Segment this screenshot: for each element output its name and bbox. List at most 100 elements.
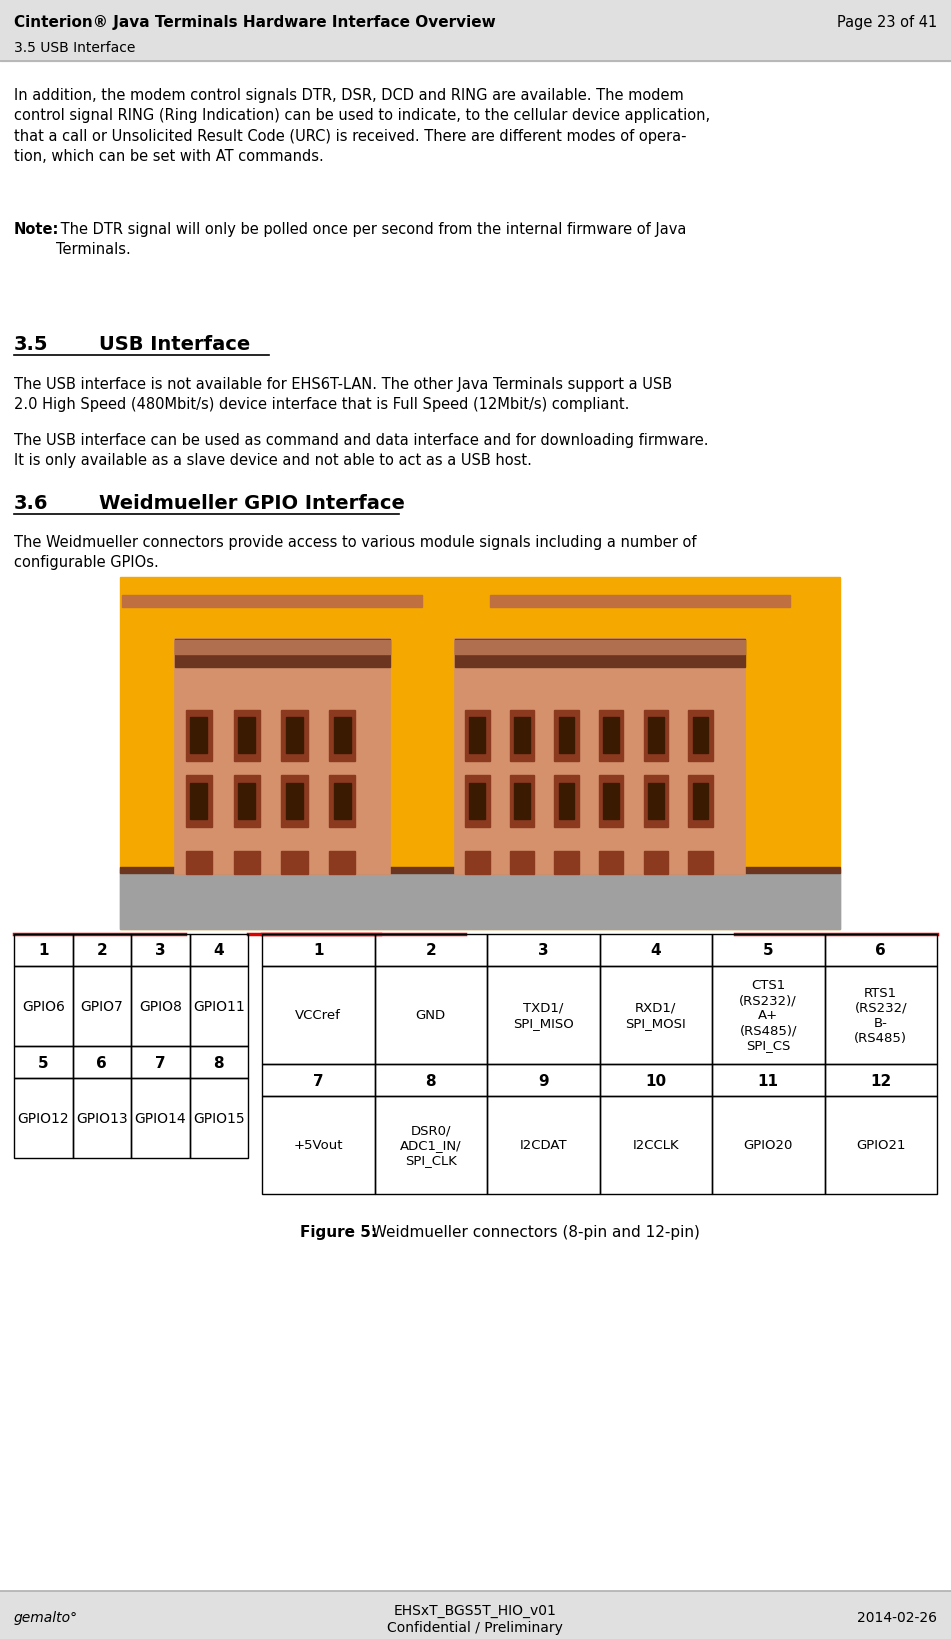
Text: Cinterion® Java Terminals Hardware Interface Overview: Cinterion® Java Terminals Hardware Inter… [14,15,495,30]
Text: 9: 9 [538,1074,549,1088]
Bar [14,967,72,1046]
Bar [329,851,356,875]
Bar [175,639,390,875]
Text: 3.6: 3.6 [14,493,49,513]
Text: 7: 7 [313,1074,323,1088]
Bar [189,1046,248,1078]
Bar [825,934,937,967]
Text: 2: 2 [425,942,437,957]
Bar [120,577,840,929]
Text: RXD1/
SPI_MOSI: RXD1/ SPI_MOSI [626,1001,686,1029]
Bar [599,710,624,762]
Bar [599,775,624,828]
Text: 7: 7 [155,1056,165,1070]
Text: GND: GND [416,1010,446,1021]
Text: The Weidmueller connectors provide access to various module signals including a : The Weidmueller connectors provide acces… [14,534,696,570]
Text: CTS1
(RS232)/
A+
(RS485)/
SPI_CS: CTS1 (RS232)/ A+ (RS485)/ SPI_CS [739,978,797,1052]
Text: DSR0/
ADC1_IN/
SPI_CLK: DSR0/ ADC1_IN/ SPI_CLK [400,1124,461,1167]
Bar [234,775,260,828]
Text: 2014-02-26: 2014-02-26 [857,1609,937,1624]
Bar [487,967,599,1064]
Bar [648,783,664,820]
Bar [487,1096,599,1195]
Bar [487,1064,599,1096]
Bar [131,1046,189,1078]
Bar [465,710,490,762]
Bar [185,710,212,762]
Bar [825,967,937,1064]
Bar [131,967,189,1046]
Bar [239,718,255,754]
Bar [72,967,131,1046]
Bar [189,934,248,967]
Text: I2CCLK: I2CCLK [632,1139,679,1152]
Bar [72,1046,131,1078]
Text: 5: 5 [38,1056,49,1070]
Bar [72,1078,131,1159]
Text: 12: 12 [870,1074,891,1088]
Bar [262,1096,375,1195]
Bar [644,851,668,875]
Bar [470,718,485,754]
Bar [262,1064,375,1096]
Text: 11: 11 [758,1074,779,1088]
Bar [554,851,579,875]
Text: 3.5: 3.5 [14,334,49,354]
Bar [131,934,189,967]
Bar [470,783,485,820]
Bar [375,1064,487,1096]
Bar [603,718,619,754]
Bar [286,718,302,754]
Text: VCCref: VCCref [296,1010,341,1021]
Bar [825,1096,937,1195]
Bar [510,851,534,875]
Bar [599,934,712,967]
Bar [190,718,207,754]
Text: The DTR signal will only be polled once per second from the internal firmware of: The DTR signal will only be polled once … [56,221,687,257]
Bar [599,851,624,875]
Text: 6: 6 [96,1056,107,1070]
Text: 4: 4 [213,942,224,957]
Bar [648,718,664,754]
Bar [455,639,745,667]
Bar [375,934,487,967]
Bar [175,641,390,654]
Bar [487,934,599,967]
Bar [185,775,212,828]
Text: EHSxT_BGS5T_HIO_v01: EHSxT_BGS5T_HIO_v01 [394,1603,556,1618]
Bar [262,967,375,1064]
Text: 8: 8 [213,1056,224,1070]
Bar [692,718,708,754]
Bar [689,710,712,762]
Bar [189,1078,248,1159]
Bar [0,1591,951,1639]
Bar [558,783,574,820]
Bar [190,783,207,820]
Bar [329,775,356,828]
Bar [712,934,825,967]
Bar [14,934,72,967]
Bar [599,1064,712,1096]
Bar [239,783,255,820]
Text: GPIO6: GPIO6 [22,1000,65,1013]
Bar [131,1078,189,1159]
Text: 4: 4 [650,942,661,957]
Text: Confidential / Preliminary: Confidential / Preliminary [387,1619,563,1634]
Bar [375,1096,487,1195]
Bar [644,710,668,762]
Bar [14,1078,72,1159]
Bar [234,710,260,762]
Bar [554,775,579,828]
Text: 3: 3 [155,942,165,957]
Text: 3: 3 [538,942,549,957]
Bar [465,775,490,828]
Bar [689,851,712,875]
Bar [712,1064,825,1096]
Text: GPIO12: GPIO12 [17,1111,69,1126]
Text: In addition, the modem control signals DTR, DSR, DCD and RING are available. The: In addition, the modem control signals D… [14,89,710,164]
Text: 5: 5 [763,942,773,957]
Bar [262,934,375,967]
Bar [0,0,951,62]
Text: GPIO8: GPIO8 [139,1000,182,1013]
Text: +5Vout: +5Vout [294,1139,343,1152]
